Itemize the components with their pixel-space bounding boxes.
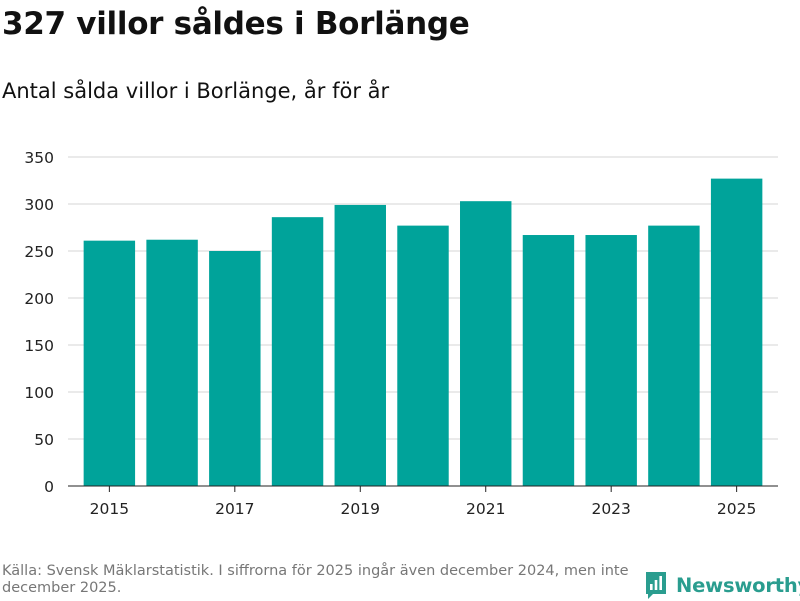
x-tick-label: 2015 (90, 500, 129, 518)
bar-2025 (710, 178, 763, 486)
y-tick-label: 150 (24, 337, 54, 355)
bar-2015 (83, 240, 136, 486)
y-tick-label: 250 (24, 243, 54, 261)
x-tick-label: 2019 (341, 500, 380, 518)
chart-title: 327 villor såldes i Borlänge (2, 6, 470, 42)
bars (83, 178, 763, 486)
bar-2018 (271, 217, 324, 486)
bar-2021 (460, 201, 512, 486)
y-tick-label: 300 (24, 196, 54, 214)
newsworthy-logo-icon (646, 572, 666, 599)
x-tick-label: 2021 (466, 500, 505, 518)
bar-2022 (522, 235, 575, 486)
chart-subtitle: Antal sålda villor i Borlänge, år för år (2, 79, 390, 103)
newsworthy-logo: Newsworthy (644, 569, 800, 601)
y-tick-label: 350 (24, 149, 54, 167)
bar-2024 (648, 225, 700, 486)
x-tick-label: 2025 (717, 500, 756, 518)
bar-2016 (146, 239, 198, 486)
newsworthy-logo-text: Newsworthy (676, 573, 800, 597)
bar-2017 (209, 251, 261, 486)
y-tick-label: 200 (24, 290, 54, 308)
y-axis-tick-labels: 0 50 100 150 200 250 300 350 (24, 149, 54, 496)
bar-2020 (397, 225, 449, 486)
bar-2023 (585, 235, 637, 486)
y-tick-label: 50 (34, 431, 54, 449)
x-tick-label: 2023 (591, 500, 630, 518)
x-axis-tick-labels: 2015 2017 2019 2021 2023 2025 (90, 486, 756, 518)
y-tick-label: 100 (24, 384, 54, 402)
source-note: Källa: Svensk Mäklarstatistik. I siffror… (2, 563, 629, 596)
y-tick-label: 0 (44, 478, 54, 496)
x-tick-label: 2017 (215, 500, 254, 518)
bar-2019 (334, 204, 386, 486)
